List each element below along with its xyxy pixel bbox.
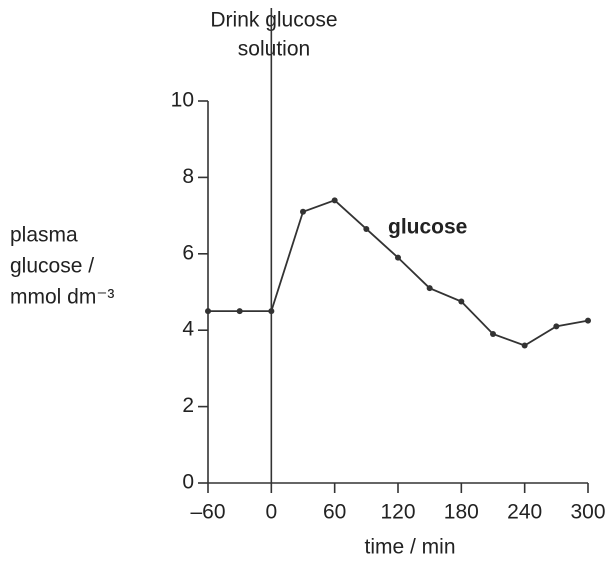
data-point: [236, 308, 243, 315]
data-point: [395, 254, 401, 261]
data-point: [521, 342, 528, 349]
y-tick-label: 2: [182, 394, 194, 417]
x-tick-label: 120: [380, 501, 415, 524]
data-point: [426, 285, 433, 292]
x-tick-label: 300: [570, 501, 605, 524]
event-label: Drink glucose: [210, 9, 337, 32]
data-point: [458, 298, 465, 305]
x-tick-label: –60: [190, 501, 225, 524]
data-point: [363, 225, 370, 232]
data-point: [331, 197, 338, 204]
y-tick-label: 8: [182, 165, 194, 188]
data-point: [300, 208, 306, 215]
y-tick-label: 0: [182, 471, 194, 494]
data-point: [585, 317, 591, 324]
x-tick-label: 180: [444, 501, 479, 524]
x-tick-label: 240: [507, 501, 542, 524]
y-tick-label: 4: [182, 318, 194, 341]
y-axis-label: mmol dm⁻³: [10, 286, 114, 309]
y-axis-label: plasma: [10, 224, 78, 247]
x-tick-label: 0: [265, 501, 277, 524]
data-point: [205, 308, 211, 315]
y-tick-label: 6: [182, 241, 194, 264]
x-axis-label: time / min: [364, 536, 455, 559]
y-tick-label: 10: [171, 89, 194, 112]
y-axis-label: glucose /: [10, 255, 94, 278]
data-point: [490, 331, 496, 338]
data-point: [268, 308, 275, 315]
series-label: glucose: [388, 216, 467, 239]
event-label: solution: [238, 38, 310, 61]
x-tick-label: 60: [323, 501, 346, 524]
data-point: [553, 323, 560, 330]
